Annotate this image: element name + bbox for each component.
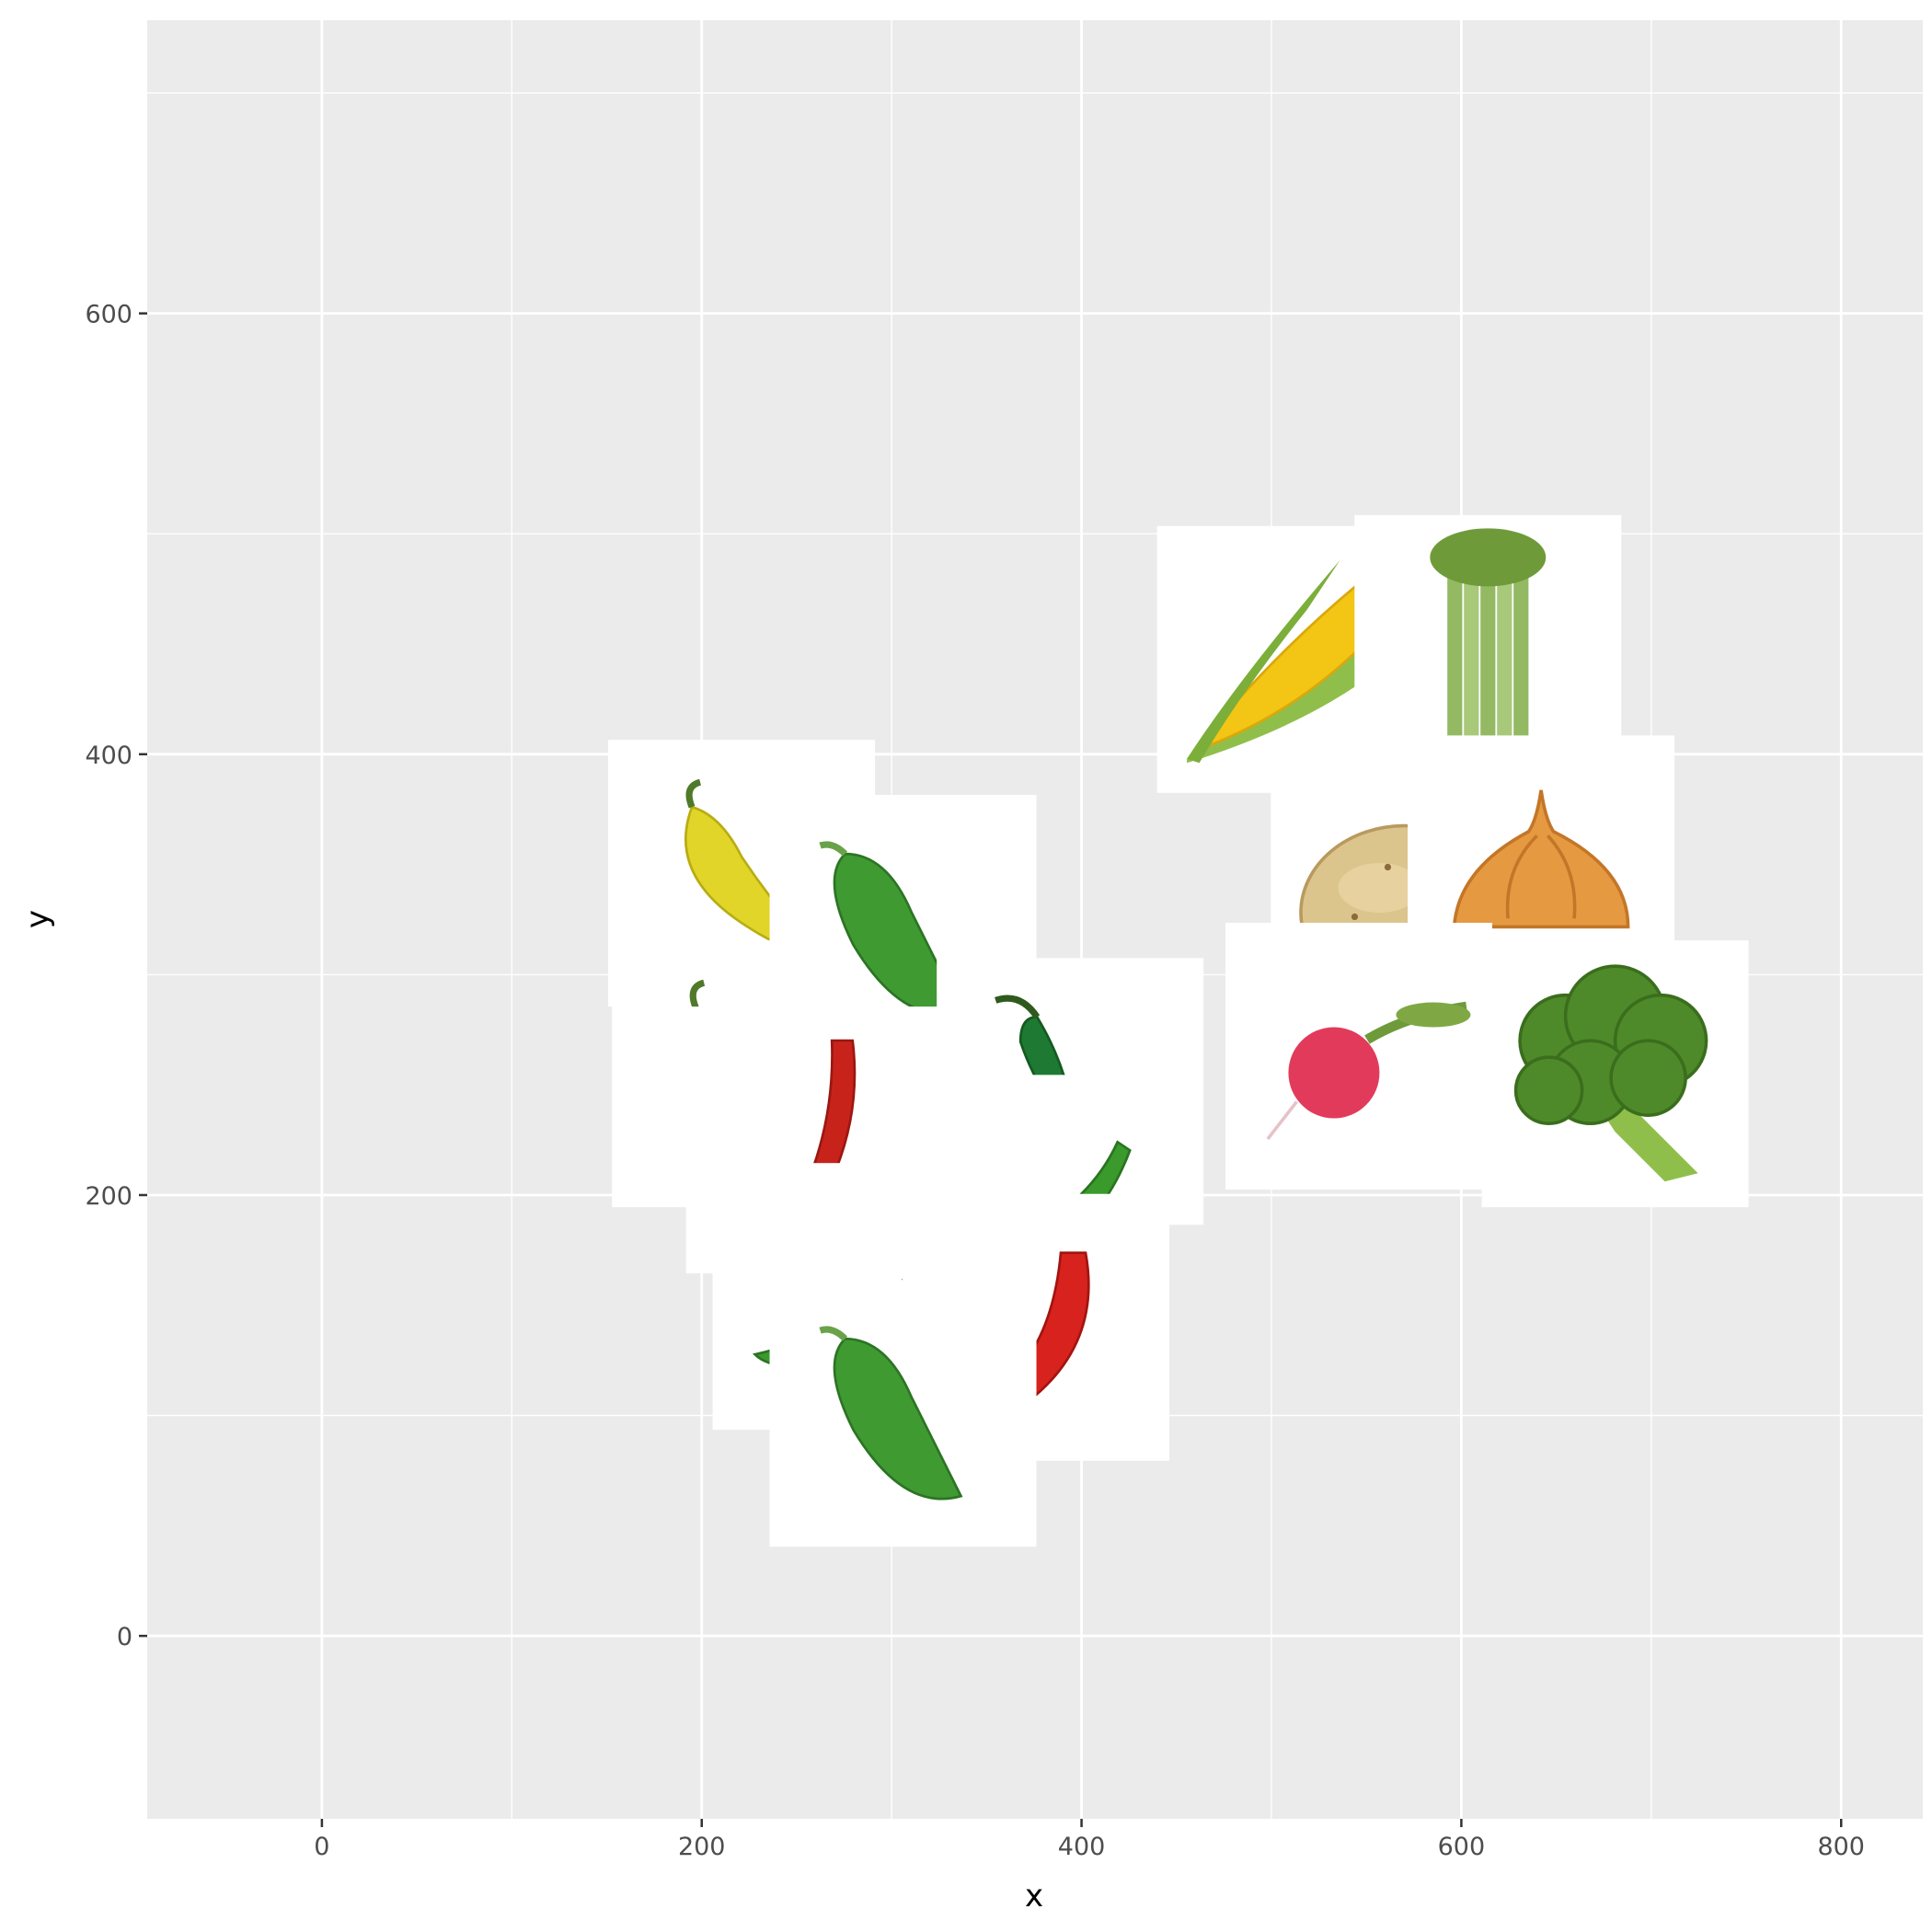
- x-tick-label: 400: [1058, 1833, 1106, 1861]
- x-axis-title: x: [1025, 1878, 1043, 1915]
- x-tick-label: 0: [314, 1833, 329, 1861]
- y-axis-title: y: [19, 910, 56, 928]
- y-axis: 0 200 400 600: [85, 301, 147, 1651]
- y-tick-label: 200: [85, 1182, 132, 1211]
- image-markers: [608, 514, 1749, 1547]
- corn-image: [1156, 525, 1424, 793]
- green-jalapeno-image: [769, 1280, 1037, 1547]
- y-tick-label: 400: [85, 742, 132, 770]
- x-tick-label: 800: [1817, 1833, 1865, 1861]
- radish-image: [1225, 923, 1492, 1190]
- y-tick-label: 600: [85, 301, 132, 329]
- broccoli-image: [1481, 940, 1749, 1208]
- x-axis: 0 200 400 600 800: [314, 1819, 1865, 1861]
- y-tick-label: 0: [117, 1623, 132, 1651]
- x-tick-label: 600: [1438, 1833, 1486, 1861]
- x-tick-label: 200: [678, 1833, 726, 1861]
